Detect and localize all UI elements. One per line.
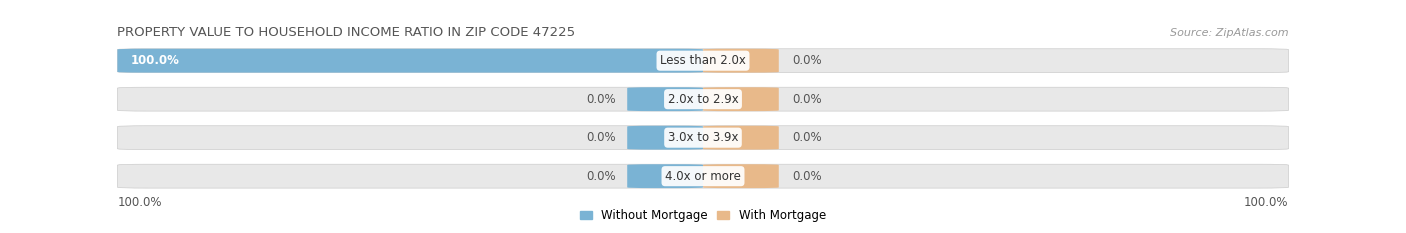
Text: 0.0%: 0.0% xyxy=(793,131,823,144)
Text: 100.0%: 100.0% xyxy=(1244,196,1289,209)
Text: 100.0%: 100.0% xyxy=(118,196,162,209)
Text: 0.0%: 0.0% xyxy=(586,93,616,106)
Text: 2.0x to 2.9x: 2.0x to 2.9x xyxy=(668,93,738,106)
FancyBboxPatch shape xyxy=(703,87,779,111)
Text: PROPERTY VALUE TO HOUSEHOLD INCOME RATIO IN ZIP CODE 47225: PROPERTY VALUE TO HOUSEHOLD INCOME RATIO… xyxy=(118,27,575,39)
Legend: Without Mortgage, With Mortgage: Without Mortgage, With Mortgage xyxy=(581,209,825,222)
FancyBboxPatch shape xyxy=(703,49,779,73)
FancyBboxPatch shape xyxy=(118,164,1289,188)
Text: 0.0%: 0.0% xyxy=(793,170,823,183)
Text: 100.0%: 100.0% xyxy=(131,54,180,67)
Text: 0.0%: 0.0% xyxy=(793,93,823,106)
FancyBboxPatch shape xyxy=(118,126,1289,150)
FancyBboxPatch shape xyxy=(627,164,703,188)
Text: 3.0x to 3.9x: 3.0x to 3.9x xyxy=(668,131,738,144)
Text: 0.0%: 0.0% xyxy=(586,131,616,144)
FancyBboxPatch shape xyxy=(703,126,779,150)
Text: 4.0x or more: 4.0x or more xyxy=(665,170,741,183)
FancyBboxPatch shape xyxy=(118,49,1289,73)
Text: 0.0%: 0.0% xyxy=(586,170,616,183)
FancyBboxPatch shape xyxy=(117,49,703,73)
FancyBboxPatch shape xyxy=(627,87,703,111)
Text: Less than 2.0x: Less than 2.0x xyxy=(659,54,747,67)
Text: Source: ZipAtlas.com: Source: ZipAtlas.com xyxy=(1170,28,1289,38)
FancyBboxPatch shape xyxy=(703,164,779,188)
Text: 0.0%: 0.0% xyxy=(793,54,823,67)
FancyBboxPatch shape xyxy=(627,126,703,150)
FancyBboxPatch shape xyxy=(118,87,1289,111)
